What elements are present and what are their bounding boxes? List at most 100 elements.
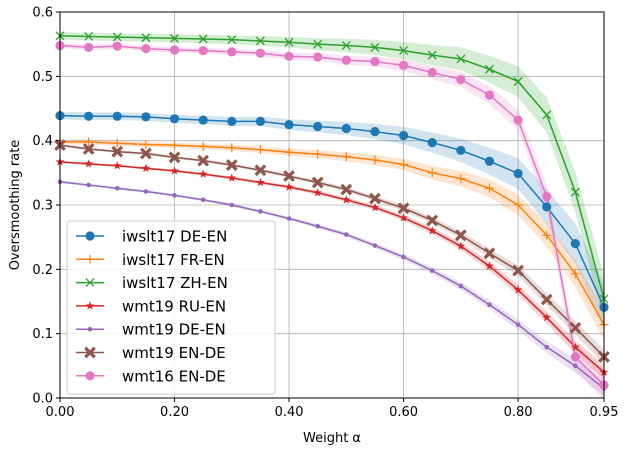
iwslt17-zh-en-point bbox=[485, 64, 494, 74]
iwslt17-zh-en-point bbox=[427, 50, 437, 60]
wmt19-ru-en-point bbox=[198, 169, 208, 178]
wmt19-de-en-point bbox=[401, 254, 406, 260]
legend-marker-wmt19-de-en bbox=[87, 326, 93, 332]
wmt16-en-de-point bbox=[313, 52, 323, 62]
wmt16-en-de-point bbox=[255, 48, 266, 58]
wmt19-en-de-point bbox=[111, 145, 124, 158]
iwslt17-fr-en-point bbox=[170, 140, 180, 150]
iwslt17-fr-en-point bbox=[313, 149, 323, 159]
iwslt17-de-en-point bbox=[84, 111, 94, 121]
wmt16-en-de-point bbox=[284, 51, 294, 61]
iwslt17-de-en-point bbox=[398, 130, 409, 141]
legend-label-iwslt17-zh-en: iwslt17 ZH-EN bbox=[122, 274, 228, 292]
iwslt17-de-en-point bbox=[198, 115, 208, 125]
iwslt17-zh-en-point bbox=[112, 32, 122, 42]
y-axis: 0.0 0.1 0.2 0.3 0.4 0.5 0.6 bbox=[32, 6, 60, 407]
iwslt17-zh-en-point bbox=[570, 187, 580, 197]
y-tick-label: 0.5 bbox=[32, 70, 53, 85]
iwslt17-zh-en-point bbox=[84, 31, 94, 41]
iwslt17-zh-en-line bbox=[59, 35, 605, 300]
iwslt17-de-en-point bbox=[341, 123, 351, 134]
iwslt17-zh-en-point bbox=[170, 33, 179, 43]
legend-marker-iwslt17-de-en bbox=[85, 231, 95, 241]
wmt19-en-de-point bbox=[197, 154, 210, 167]
wmt19-ru-en-point bbox=[141, 163, 151, 173]
wmt19-ru-en-point bbox=[84, 159, 94, 168]
wmt16-en-de-point bbox=[456, 74, 466, 85]
iwslt17-zh-en-point bbox=[399, 46, 409, 56]
iwslt17-zh-en-point bbox=[141, 33, 151, 43]
wmt19-de-en-point bbox=[200, 197, 206, 203]
wmt19-de-en-point bbox=[458, 283, 464, 289]
y-tick-label: 0.0 bbox=[32, 392, 53, 407]
wmt19-en-de-point bbox=[426, 214, 439, 227]
legend-label-iwslt17-de-en: iwslt17 DE-EN bbox=[122, 228, 227, 246]
iwslt17-fr-en-point bbox=[484, 183, 494, 193]
wmt16-en-de-point bbox=[570, 352, 580, 362]
wmt19-en-de-point bbox=[454, 229, 467, 242]
y-tick-label: 0.1 bbox=[32, 327, 53, 342]
legend-marker-iwslt17-zh-en bbox=[85, 278, 95, 288]
iwslt17-de-en-point bbox=[484, 156, 495, 166]
x-tick-label: 0.20 bbox=[160, 405, 189, 420]
iwslt17-fr-en-point bbox=[112, 138, 122, 148]
wmt19-en-de-point bbox=[397, 202, 410, 215]
wmt19-de-en-point bbox=[229, 202, 235, 208]
wmt19-de-en-point bbox=[429, 268, 435, 273]
iwslt17-de-en-point bbox=[112, 111, 122, 121]
iwslt17-de-en-line bbox=[59, 114, 605, 308]
wmt16-en-de-point bbox=[198, 46, 208, 56]
iwslt17-zh-en-point bbox=[255, 36, 265, 46]
x-tick-label: 0.95 bbox=[590, 405, 619, 420]
wmt16-en-de-point bbox=[484, 90, 495, 100]
iwslt17-zh-en-point bbox=[227, 35, 237, 45]
iwslt17-de-en-point bbox=[542, 202, 552, 212]
iwslt17-de-en-point bbox=[570, 239, 580, 249]
wmt19-en-de-point bbox=[369, 192, 381, 205]
wmt19-de-en-point bbox=[143, 189, 149, 194]
wmt19-ru-en-point bbox=[341, 195, 351, 204]
legend: iwslt17 DE-EN iwslt17 FR-EN iwslt17 ZH-EN w… bbox=[66, 220, 276, 395]
wmt16-en-de-point bbox=[542, 192, 552, 202]
iwslt17-fr-en-point bbox=[255, 145, 265, 155]
wmt16-en-de-point bbox=[227, 47, 237, 57]
wmt19-en-de-point bbox=[82, 143, 95, 155]
wmt19-de-en-line bbox=[59, 181, 605, 389]
wmt19-ru-en-point bbox=[513, 285, 523, 294]
iwslt17-zh-en-point bbox=[198, 34, 208, 44]
wmt19-ru-en-line bbox=[59, 161, 605, 373]
wmt16-en-de-point bbox=[398, 60, 409, 70]
iwslt17-de-en-point bbox=[255, 116, 266, 126]
legend-label-wmt19-ru-en: wmt19 RU-EN bbox=[122, 297, 226, 315]
wmt19-ru-en-point bbox=[284, 182, 294, 191]
wmt19-en-de-point bbox=[483, 247, 496, 260]
iwslt17-fr-en-point bbox=[370, 155, 380, 165]
legend-marker-wmt19-ru-en bbox=[85, 301, 95, 310]
legend-label-wmt19-en-de: wmt19 EN-DE bbox=[122, 344, 226, 362]
y-tick-label: 0.6 bbox=[32, 6, 53, 21]
wmt19-en-de-point bbox=[168, 151, 181, 164]
wmt16-en-de-point bbox=[427, 67, 437, 78]
x-tick-label: 0.80 bbox=[504, 405, 533, 420]
legend-marker-wmt19-en-de bbox=[84, 346, 96, 359]
wmt19-ru-en-point bbox=[485, 261, 494, 270]
iwslt17-de-en-point bbox=[284, 119, 294, 130]
iwslt17-zh-en-point bbox=[542, 110, 552, 120]
y-tick-label: 0.2 bbox=[32, 263, 53, 278]
wmt19-ru-en-point bbox=[570, 342, 580, 351]
wmt19-ru-en-point bbox=[227, 173, 237, 182]
iwslt17-fr-en-point bbox=[141, 140, 151, 150]
wmt19-ru-en-point bbox=[112, 161, 122, 170]
iwslt17-fr-en-point bbox=[227, 143, 237, 153]
wmt19-ru-en-point bbox=[170, 166, 179, 175]
iwslt17-de-en-point bbox=[227, 116, 237, 126]
wmt19-de-en-point bbox=[515, 322, 521, 327]
wmt19-de-en-point bbox=[372, 243, 378, 248]
wmt19-ru-en-point bbox=[542, 312, 552, 322]
wmt19-ru-en-point bbox=[399, 213, 408, 222]
iwslt17-fr-en-point bbox=[84, 137, 94, 147]
wmt19-en-de-point bbox=[540, 293, 553, 306]
wmt19-en-de-point bbox=[340, 183, 353, 196]
wmt19-ru-en-point bbox=[427, 226, 437, 235]
